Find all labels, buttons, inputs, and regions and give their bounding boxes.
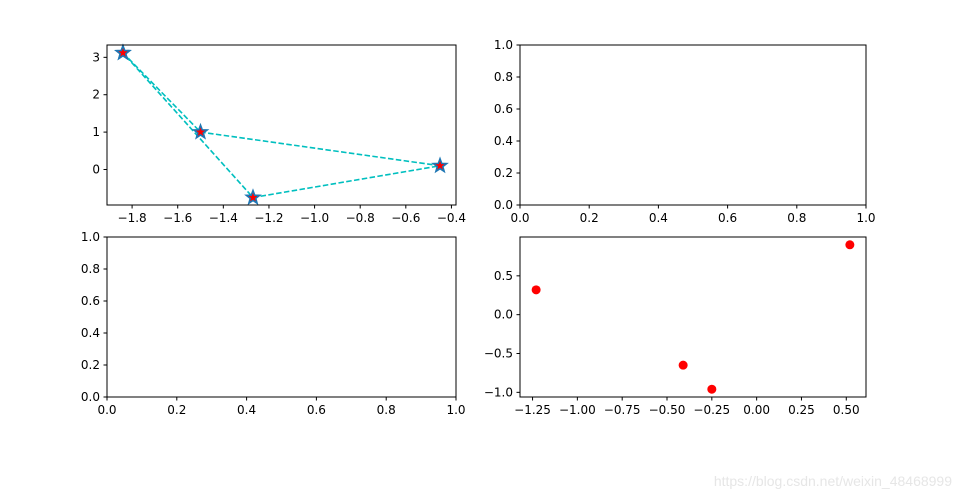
y-tick-label: 0.0 (81, 390, 100, 404)
x-tick-label: −0.75 (604, 403, 641, 417)
x-tick-label: −0.8 (346, 211, 375, 225)
y-tick-label: 3 (92, 50, 100, 64)
x-tick-label: 0.4 (649, 211, 668, 225)
y-tick-label: 0.5 (494, 269, 513, 283)
y-tick-label: 0.2 (81, 358, 100, 372)
x-tick-label: 0.8 (377, 403, 396, 417)
data-point-star (191, 122, 210, 140)
subplot-bottom-left: 0.0 0.2 0.4 0.6 0.8 1.0 0.0 0.2 0.4 0.6 0.8 1.0 (81, 230, 466, 417)
scatter-point (678, 360, 688, 370)
x-tick-label: −0.25 (693, 403, 730, 417)
y-tick-label: −1.0 (484, 385, 513, 399)
x-tick-label: 0.50 (833, 403, 860, 417)
x-tick-label: 0.2 (580, 211, 599, 225)
y-tick-label: 1 (92, 125, 100, 139)
x-tick-label: 1.0 (856, 211, 875, 225)
subplot-top-left: −1.8 −1.6 −1.4 −1.2 −1.0 −0.8 −0.6 −0.4 3 2 1 0 (92, 43, 466, 225)
scatter-point (707, 384, 717, 394)
x-tick-label: 0.2 (167, 403, 186, 417)
x-tick-label: 0.0 (97, 403, 116, 417)
axes-frame (519, 44, 867, 206)
x-tick-label: 0.0 (510, 211, 529, 225)
x-tick-label: −1.2 (254, 211, 283, 225)
y-tick-label: 0.8 (494, 70, 513, 84)
y-tick-label: 0.0 (494, 198, 513, 212)
y-tick-label: 0.8 (81, 262, 100, 276)
x-tick-label: −1.0 (300, 211, 329, 225)
axes-frame (106, 236, 457, 398)
scatter-point (531, 285, 541, 295)
y-tick-label: 0 (92, 162, 100, 176)
x-tick-label: 0.4 (237, 403, 256, 417)
x-tick-label: −0.4 (437, 211, 466, 225)
x-tick-label: 1.0 (446, 403, 465, 417)
x-tick-label: −0.6 (391, 211, 420, 225)
x-tick-label: −1.6 (163, 211, 192, 225)
y-tick-label: 0.4 (494, 134, 513, 148)
x-tick-label: 0.6 (718, 211, 737, 225)
subplot-top-right: 0.0 0.2 0.4 0.6 0.8 1.0 0.0 0.2 0.4 0.6 0.8 1.0 (494, 38, 876, 225)
y-tick-label: 0.6 (81, 294, 100, 308)
axes-frame (519, 236, 867, 398)
x-tick-label: −1.25 (514, 403, 551, 417)
y-tick-label: 0.0 (494, 308, 513, 322)
y-tick-label: 1.0 (81, 230, 100, 244)
x-tick-label: 0.6 (307, 403, 326, 417)
subplot-bottom-right: −1.25 −1.00 −0.75 −0.50 −0.25 0.00 0.25 0.50 0.5… (484, 236, 867, 417)
y-tick-label: 0.6 (494, 102, 513, 116)
x-tick-label: −0.50 (649, 403, 686, 417)
x-tick-label: −1.00 (559, 403, 596, 417)
axes-frame (106, 44, 457, 206)
y-tick-label: 1.0 (494, 38, 513, 52)
data-point-star (244, 188, 262, 206)
x-tick-label: −1.4 (209, 211, 238, 225)
x-tick-label: 0.00 (743, 403, 770, 417)
y-tick-label: 2 (92, 88, 100, 102)
x-tick-label: 0.25 (788, 403, 815, 417)
y-tick-label: 0.4 (81, 326, 100, 340)
y-tick-label: −0.5 (484, 347, 513, 361)
y-tick-label: 0.2 (494, 166, 513, 180)
data-point-star (431, 156, 449, 174)
scatter-point (845, 240, 855, 250)
x-tick-label: 0.8 (787, 211, 806, 225)
watermark-text: https://blog.csdn.net/weixin_48468999 (714, 473, 952, 489)
x-tick-label: −1.8 (118, 211, 147, 225)
data-point-star (114, 43, 132, 61)
